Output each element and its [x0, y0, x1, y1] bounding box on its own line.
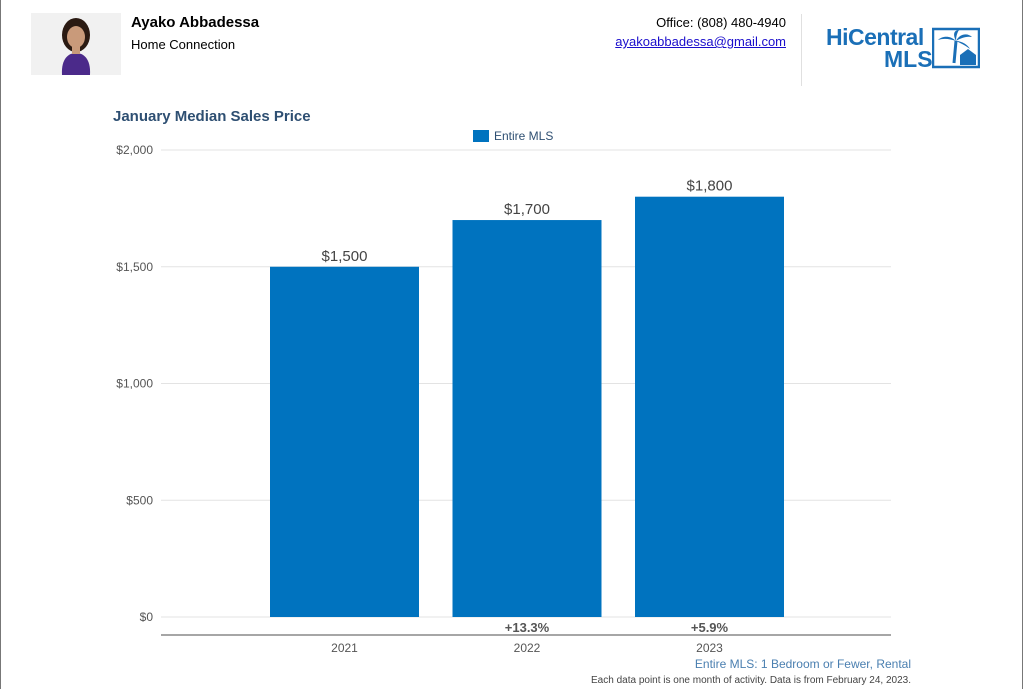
x-tick-label: 2023: [696, 641, 723, 655]
agent-name: Ayako Abbadessa: [131, 14, 260, 31]
bar: [635, 196, 784, 617]
bar-value-label: $1,500: [322, 248, 368, 265]
y-tick-label: $1,000: [116, 377, 153, 391]
footnote-filter: Entire MLS: 1 Bedroom or Fewer, Rental: [694, 657, 911, 671]
y-tick-label: $1,500: [116, 260, 153, 274]
email-link[interactable]: ayakoabbadessa@gmail.com: [615, 34, 786, 49]
office-phone: Office: (808) 480-4940: [656, 15, 786, 30]
y-tick-label: $500: [126, 493, 153, 507]
chart-title: January Median Sales Price: [113, 108, 311, 125]
agent-company: Home Connection: [131, 37, 236, 52]
bar: [452, 220, 602, 618]
change-percent-label: +13.3%: [505, 620, 550, 635]
x-tick-label: 2022: [514, 641, 541, 655]
logo-text-hicentral: HiCentral: [826, 24, 924, 50]
hicentral-mls-logo: HiCentral MLS: [826, 24, 986, 76]
bar-value-label: $1,700: [504, 201, 550, 218]
logo-text-mls: MLS: [884, 46, 933, 72]
x-tick-label: 2021: [331, 641, 358, 655]
agent-photo: [31, 13, 121, 75]
change-percent-label: +5.9%: [691, 620, 729, 635]
bar: [270, 266, 419, 617]
page-border-left: [0, 0, 1, 689]
bar-value-label: $1,800: [687, 178, 733, 195]
y-tick-label: $0: [140, 610, 154, 624]
footnote-data-source: Each data point is one month of activity…: [591, 675, 911, 686]
legend-swatch-entire-mls: [473, 130, 489, 142]
palm-house-icon: [932, 27, 980, 69]
y-tick-label: $2,000: [116, 143, 153, 157]
header-divider: [801, 14, 802, 86]
legend-label-entire-mls: Entire MLS: [494, 129, 554, 143]
